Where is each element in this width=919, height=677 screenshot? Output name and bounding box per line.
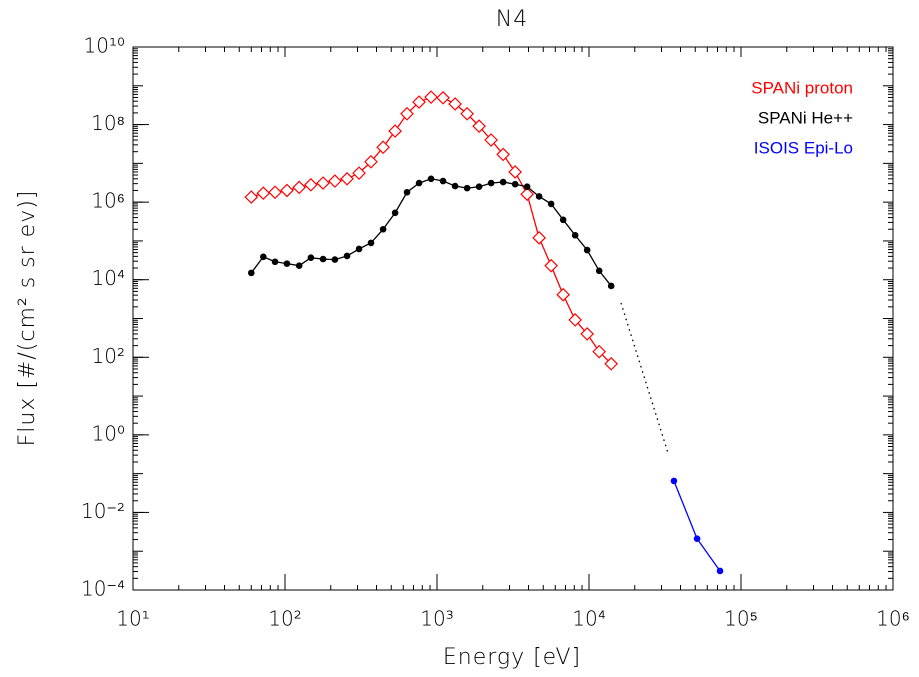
x-tick-label: 10⁴ [572,607,605,631]
data-point [508,165,522,179]
data-point [268,185,282,200]
data-point [559,216,567,224]
x-tick-label: 10² [268,607,301,631]
data-point [463,184,471,192]
plot-frame [132,46,894,591]
data-point [475,183,483,191]
series-line [250,178,612,287]
data-point [716,567,724,575]
data-point [439,177,447,185]
y-tick-label: 10¹⁰ [84,34,125,58]
data-point [355,245,363,253]
data-point [280,183,294,198]
data-point [487,179,495,187]
data-point [283,260,291,267]
x-axis-title: Energy [eV] [443,645,581,670]
data-point [244,190,259,204]
data-point [460,106,474,121]
x-tick-label: 10⁶ [876,607,910,631]
series-line [251,96,612,365]
data-point [316,176,330,190]
y-tick-label: 10⁴ [92,266,125,290]
data-point [670,477,678,485]
data-point [304,177,318,192]
data-point [343,252,351,260]
data-point [535,193,543,200]
data-point [499,178,507,186]
legend-label: SPANi proton [751,78,853,97]
data-point [427,175,435,183]
data-point [607,282,615,290]
data-point [424,90,438,104]
data-point [256,186,271,201]
data-point [484,133,498,147]
data-point [271,258,279,266]
data-point [571,231,579,239]
data-point [547,200,555,208]
data-point [472,119,486,134]
data-point [379,225,387,233]
data-point [352,166,366,180]
x-tick-label: 10¹ [116,607,149,631]
data-point [388,124,402,138]
legend-label: SPANi He++ [758,108,853,127]
data-point [523,183,531,191]
data-point [319,255,327,263]
dotted-connector [620,302,669,454]
y-axis-title: Flux [#/(cm² s sr ev)] [15,190,40,447]
data-point [556,287,571,302]
data-point [580,327,595,341]
chart-title: N4 [496,7,528,32]
data-point [415,179,423,187]
data-point [544,258,558,273]
data-point [331,256,339,263]
data-point [412,95,426,109]
y-tick-label: 10⁰ [92,421,125,445]
data-point [592,344,607,359]
data-point [403,188,411,196]
data-point [496,147,510,162]
y-tick-label: 10⁻² [81,499,125,523]
legend-label: ISOIS Epi-Lo [754,138,853,157]
y-tick-label: 10⁶ [91,189,125,213]
data-point [292,180,307,195]
data-point [295,262,303,269]
series-line [673,480,721,572]
data-point [448,97,462,111]
data-point [436,90,450,105]
data-point [328,174,342,188]
data-point [247,269,255,277]
data-point [340,171,354,186]
data-point [568,313,583,327]
data-point [451,182,459,190]
x-tick-label: 10³ [420,607,453,631]
data-point [400,106,414,121]
data-point [307,254,315,261]
data-point [364,154,378,169]
data-point [391,209,399,217]
y-tick-label: 10² [92,344,125,368]
y-tick-label: 10⁸ [91,111,125,135]
data-point [532,231,546,245]
data-point [693,535,701,543]
data-point [583,246,591,254]
data-point [520,187,534,202]
y-tick-label: 10⁻⁴ [81,577,125,601]
data-point [367,239,375,247]
data-point [376,140,390,155]
data-point [260,253,267,261]
x-tick-label: 10⁵ [724,607,758,631]
data-point [604,356,619,371]
data-point [511,180,519,188]
data-point [595,267,603,275]
